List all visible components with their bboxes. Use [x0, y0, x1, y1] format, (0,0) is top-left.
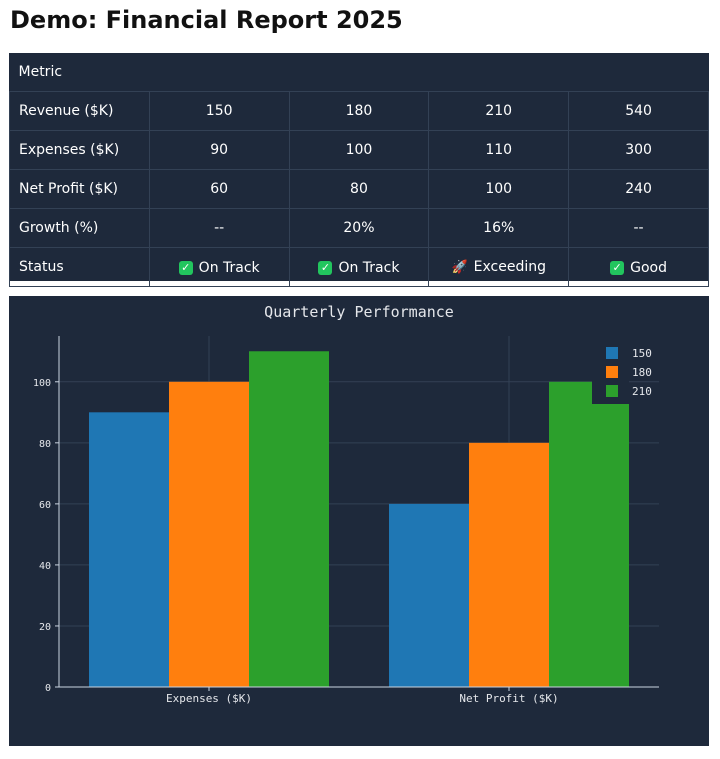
table-row: Net Profit ($K) 60 80 100 240: [9, 169, 709, 209]
legend-label: 150: [632, 347, 652, 360]
table-cell: 150: [148, 91, 290, 131]
chart-panel: Quarterly Performance 0 20 40 60 80 100 Expense…: [9, 296, 709, 746]
legend-label: 210: [632, 385, 652, 398]
y-tick-label: 20: [39, 622, 51, 633]
y-tick-label: 80: [39, 439, 51, 450]
row-label: Expenses ($K): [9, 130, 150, 170]
table-cell: 180: [288, 91, 430, 131]
page-title: Demo: Financial Report 2025: [10, 6, 403, 34]
legend-swatch: [606, 347, 618, 359]
check-icon: ✓: [178, 260, 193, 275]
y-tick-label: 100: [33, 378, 51, 389]
table-cell: 20%: [288, 208, 430, 248]
status-row: Status ✓ On Track ✓ On Track 🚀 Exceeding ✓ G…: [9, 247, 709, 287]
table-row: Expenses ($K) 90 100 110 300: [9, 130, 709, 170]
row-label: Revenue ($K): [9, 91, 150, 131]
table-cell: --: [148, 208, 290, 248]
table-cell: 16%: [428, 208, 570, 248]
table-cell: 60: [148, 169, 290, 209]
table-cell: 210: [428, 91, 570, 131]
table-cell: 80: [288, 169, 430, 209]
x-tick-label: Net Profit ($K): [459, 692, 558, 705]
y-tick-label: 0: [45, 683, 51, 694]
row-label: Net Profit ($K): [9, 169, 150, 209]
legend-swatch: [606, 385, 618, 397]
x-tick-label: Expenses ($K): [166, 692, 252, 705]
y-tick-label: 40: [39, 561, 51, 572]
table-header-row: Metric: [9, 53, 709, 92]
bar: [249, 351, 329, 687]
table-cell: --: [568, 208, 709, 248]
status-cell: 🚀 Exceeding: [428, 247, 570, 287]
table-cell: 90: [148, 130, 290, 170]
table-row: Revenue ($K) 150 180 210 540: [9, 91, 709, 131]
y-tick-label: 60: [39, 500, 51, 511]
status-text: Good: [630, 259, 667, 276]
table-cell: 100: [288, 130, 430, 170]
bar: [389, 503, 469, 687]
row-label: Status: [9, 247, 150, 287]
status-text: On Track: [198, 259, 260, 276]
report-table: Metric Revenue ($K) 150 180 210 540 Expe…: [9, 53, 709, 287]
bar: [549, 381, 629, 687]
table-cell: 240: [568, 169, 709, 209]
table-row: Growth (%) -- 20% 16% --: [9, 208, 709, 248]
legend-swatch: [606, 366, 618, 378]
chart-title: Quarterly Performance: [264, 303, 454, 321]
bar: [89, 412, 169, 687]
status-cell: ✓ Good: [568, 247, 709, 287]
rocket-icon: 🚀: [451, 259, 468, 275]
check-icon: ✓: [610, 260, 625, 275]
table-cell: 110: [428, 130, 570, 170]
row-label: Growth (%): [9, 208, 150, 248]
report-table-container: Metric Revenue ($K) 150 180 210 540 Expe…: [9, 53, 709, 287]
legend-label: 180: [632, 366, 652, 379]
table-cell: 300: [568, 130, 709, 170]
status-text: On Track: [338, 259, 400, 276]
bar-chart: Quarterly Performance 0 20 40 60 80 100 Expense…: [33, 303, 659, 705]
status-cell: ✓ On Track: [148, 247, 290, 287]
bar: [169, 381, 249, 687]
table-cell: 540: [568, 91, 709, 131]
table-cell: 100: [428, 169, 570, 209]
check-icon: ✓: [318, 260, 333, 275]
status-cell: ✓ On Track: [288, 247, 430, 287]
header-metric: Metric: [9, 53, 709, 92]
status-text: Exceeding: [473, 259, 546, 276]
bar: [469, 442, 549, 687]
